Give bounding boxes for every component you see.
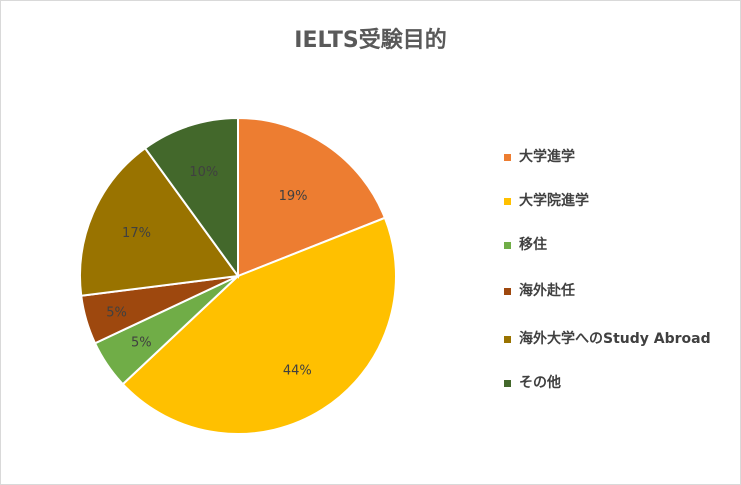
- legend-label-0: 大学進学: [519, 149, 575, 165]
- pie-slice-0: [237, 116, 387, 278]
- legend-label-2: 移住: [519, 237, 547, 253]
- legend-swatch-0: [504, 154, 511, 161]
- data-label-5: 10%: [189, 165, 218, 180]
- legend-swatch-1: [504, 198, 511, 205]
- data-label-0: 19%: [279, 189, 308, 204]
- legend-label-3: 海外赴任: [519, 283, 575, 299]
- legend-label-4: 海外大学へのStudy Abroad: [519, 331, 711, 347]
- chart-title: IELTS受験目的: [294, 28, 447, 53]
- data-label-1: 44%: [283, 363, 312, 378]
- legend-label-5: その他: [519, 375, 561, 391]
- pie-slice-1: [121, 216, 397, 435]
- legend-label-1: 大学院進学: [519, 193, 589, 209]
- legend-swatch-2: [504, 242, 511, 249]
- pie-slice-4: [79, 146, 240, 297]
- pie-slice-5: [143, 116, 239, 280]
- data-label-2: 5%: [131, 336, 152, 351]
- data-label-4: 17%: [122, 226, 151, 241]
- legend-swatch-3: [504, 288, 511, 295]
- data-label-3: 5%: [106, 305, 127, 320]
- legend-swatch-4: [504, 336, 511, 343]
- legend-swatch-5: [504, 380, 511, 387]
